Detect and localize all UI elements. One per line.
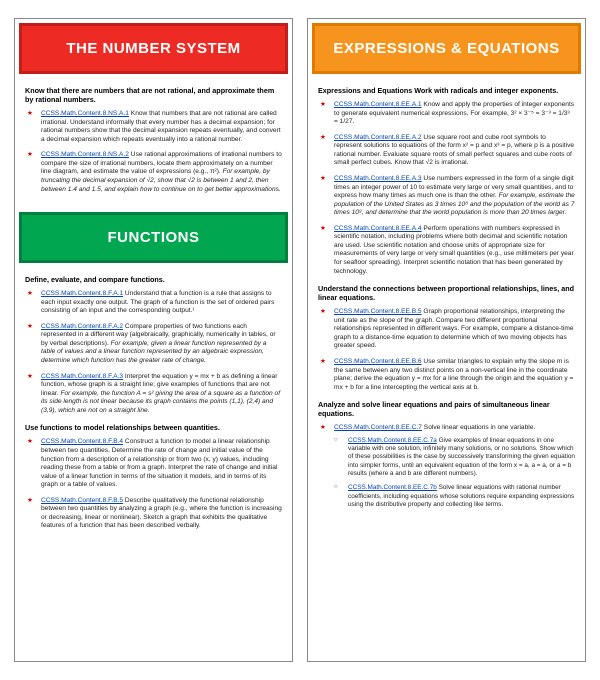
section-content: Expressions and Equations Work with radi…	[310, 82, 583, 525]
standard-item: CCSS.Math.Content.8.EE.A.2 Use square ro…	[318, 134, 575, 168]
section-banner: EXPRESSIONS & EQUATIONS	[312, 23, 581, 74]
section-banner: FUNCTIONS	[19, 212, 288, 263]
standards-list: CCSS.Math.Content.8.F.A.1 Understand tha…	[25, 290, 282, 415]
standard-item: CCSS.Math.Content.8.F.A.3 Interpret the …	[25, 373, 282, 416]
standard-item: CCSS.Math.Content.8.F.A.2 Compare proper…	[25, 323, 282, 366]
cluster-heading: Define, evaluate, and compare functions.	[25, 275, 282, 284]
standard-text: Perform operations with numbers expresse…	[334, 225, 574, 275]
sub-standard-item: CCSS.Math.Content.8.EE.C.7b Solve linear…	[334, 484, 575, 509]
standard-item: CCSS.Math.Content.8.F.A.1 Understand tha…	[25, 290, 282, 316]
standard-code[interactable]: CCSS.Math.Content.8.F.A.2	[41, 323, 123, 330]
cluster-heading: Expressions and Equations Work with radi…	[318, 86, 575, 95]
standard-code[interactable]: CCSS.Math.Content.8.F.B.5	[41, 497, 123, 504]
standard-code[interactable]: CCSS.Math.Content.8.EE.A.3	[334, 175, 422, 182]
standard-code[interactable]: CCSS.Math.Content.8.EE.C.7b	[348, 484, 437, 491]
standard-code[interactable]: CCSS.Math.Content.8.EE.A.4	[334, 225, 422, 232]
standard-item: CCSS.Math.Content.8.EE.A.4 Perform opera…	[318, 225, 575, 276]
standard-code[interactable]: CCSS.Math.Content.8.NS.A.2	[41, 151, 129, 158]
standard-code[interactable]: CCSS.Math.Content.8.F.B.4	[41, 438, 123, 445]
standard-item: CCSS.Math.Content.8.EE.B.5 Graph proport…	[318, 308, 575, 351]
standard-code[interactable]: CCSS.Math.Content.8.EE.C.7	[334, 424, 422, 431]
standards-list: CCSS.Math.Content.8.NS.A.1 Know that num…	[25, 110, 282, 194]
standard-code[interactable]: CCSS.Math.Content.8.EE.B.5	[334, 308, 422, 315]
standards-list: CCSS.Math.Content.8.F.B.4 Construct a fu…	[25, 438, 282, 531]
section-banner: THE NUMBER SYSTEM	[19, 23, 288, 74]
standard-item: CCSS.Math.Content.8.F.B.4 Construct a fu…	[25, 438, 282, 489]
cluster-heading: Analyze and solve linear equations and p…	[318, 400, 575, 418]
standard-code[interactable]: CCSS.Math.Content.8.F.A.3	[41, 373, 123, 380]
cluster-heading: Use functions to model relationships bet…	[25, 423, 282, 432]
section-content: Define, evaluate, and compare functions.…	[17, 271, 290, 547]
left-column: THE NUMBER SYSTEM Know that there are num…	[14, 18, 293, 662]
standard-code[interactable]: CCSS.Math.Content.8.F.A.1	[41, 290, 123, 297]
cluster-heading: Understand the connections between propo…	[318, 284, 575, 302]
standard-item: CCSS.Math.Content.8.EE.A.1 Know and appl…	[318, 101, 575, 127]
standard-text: Construct a function to model a linear r…	[41, 438, 277, 488]
standard-code[interactable]: CCSS.Math.Content.8.EE.A.2	[334, 134, 422, 141]
standard-item: CCSS.Math.Content.8.NS.A.1 Know that num…	[25, 110, 282, 144]
standard-example: For example, the function A = s² giving …	[41, 390, 280, 414]
standard-code[interactable]: CCSS.Math.Content.8.EE.C.7a	[348, 437, 437, 444]
right-column: EXPRESSIONS & EQUATIONS Expressions and E…	[307, 18, 586, 662]
standards-list: CCSS.Math.Content.8.EE.A.1 Know and appl…	[318, 101, 575, 276]
standard-item: CCSS.Math.Content.8.EE.A.3 Use numbers e…	[318, 175, 575, 218]
standards-list: CCSS.Math.Content.8.EE.B.5 Graph proport…	[318, 308, 575, 392]
standard-code[interactable]: CCSS.Math.Content.8.EE.A.1	[334, 101, 422, 108]
standard-code[interactable]: CCSS.Math.Content.8.NS.A.1	[41, 110, 129, 117]
sub-standard-item: CCSS.Math.Content.8.EE.C.7a Give example…	[334, 437, 575, 479]
standards-list: CCSS.Math.Content.8.EE.C.7 Solve linear …	[318, 424, 575, 509]
standard-item: CCSS.Math.Content.8.NS.A.2 Use rational …	[25, 151, 282, 194]
standard-item: CCSS.Math.Content.8.EE.C.7 Solve linear …	[318, 424, 575, 509]
standard-item: CCSS.Math.Content.8.F.B.5 Describe quali…	[25, 497, 282, 531]
cluster-heading: Know that there are numbers that are not…	[25, 86, 282, 104]
sub-standards-list: CCSS.Math.Content.8.EE.C.7a Give example…	[334, 437, 575, 510]
standard-text: Solve linear equations in one variable.	[422, 424, 535, 431]
section-content: Know that there are numbers that are not…	[17, 82, 290, 210]
standard-item: CCSS.Math.Content.8.EE.B.6 Use similar t…	[318, 358, 575, 392]
standard-code[interactable]: CCSS.Math.Content.8.EE.B.6	[334, 358, 422, 365]
